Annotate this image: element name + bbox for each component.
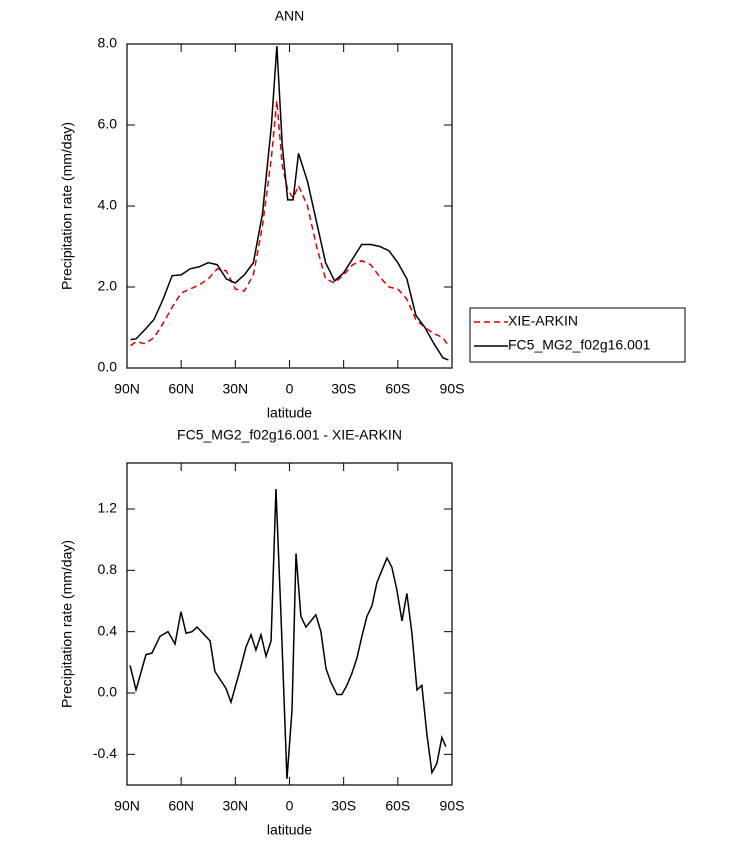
x-tick-label: 30N	[222, 798, 248, 814]
y-tick-label: -0.4	[93, 745, 117, 761]
y-tick-label: 2.0	[98, 278, 118, 294]
x-tick-label: 60S	[385, 381, 410, 397]
x-tick-label: 90S	[440, 381, 465, 397]
legend-box	[469, 307, 686, 363]
y-axis-label: Precipitation rate (mm/day)	[59, 122, 75, 290]
y-tick-label: 4.0	[98, 197, 118, 213]
x-tick-label: 0	[286, 798, 294, 814]
data-line	[130, 100, 450, 347]
y-axis-label: Precipitation rate (mm/day)	[59, 540, 75, 708]
y-tick-label: 0.0	[98, 684, 118, 700]
x-tick-label: 0	[286, 381, 294, 397]
x-tick-label: 30N	[222, 381, 248, 397]
chart-title: FC5_MG2_f02g16.001 - XIE-ARKIN	[177, 427, 402, 443]
x-tick-label: 30S	[331, 798, 356, 814]
legend-label: FC5_MG2_f02g16.001	[508, 337, 651, 353]
x-tick-label: 90N	[114, 798, 140, 814]
y-tick-label: 0.8	[98, 561, 118, 577]
data-line	[130, 45, 449, 361]
x-axis-label: latitude	[267, 405, 312, 421]
y-tick-label: 0.4	[98, 622, 118, 638]
y-tick-label: 6.0	[98, 116, 118, 132]
plot-frame	[126, 43, 453, 369]
y-tick-label: 8.0	[98, 35, 118, 51]
x-tick-label: 30S	[331, 381, 356, 397]
x-tick-label: 60N	[168, 798, 194, 814]
x-tick-label: 90S	[440, 798, 465, 814]
y-tick-label: 0.0	[98, 359, 118, 375]
legend-label: XIE-ARKIN	[508, 313, 578, 329]
x-tick-label: 90N	[114, 381, 140, 397]
x-tick-label: 60S	[385, 798, 410, 814]
y-tick-label: 1.2	[98, 500, 118, 516]
chart-title: ANN	[275, 8, 305, 24]
data-line	[129, 489, 447, 779]
x-tick-label: 60N	[168, 381, 194, 397]
x-axis-label: latitude	[267, 822, 312, 838]
